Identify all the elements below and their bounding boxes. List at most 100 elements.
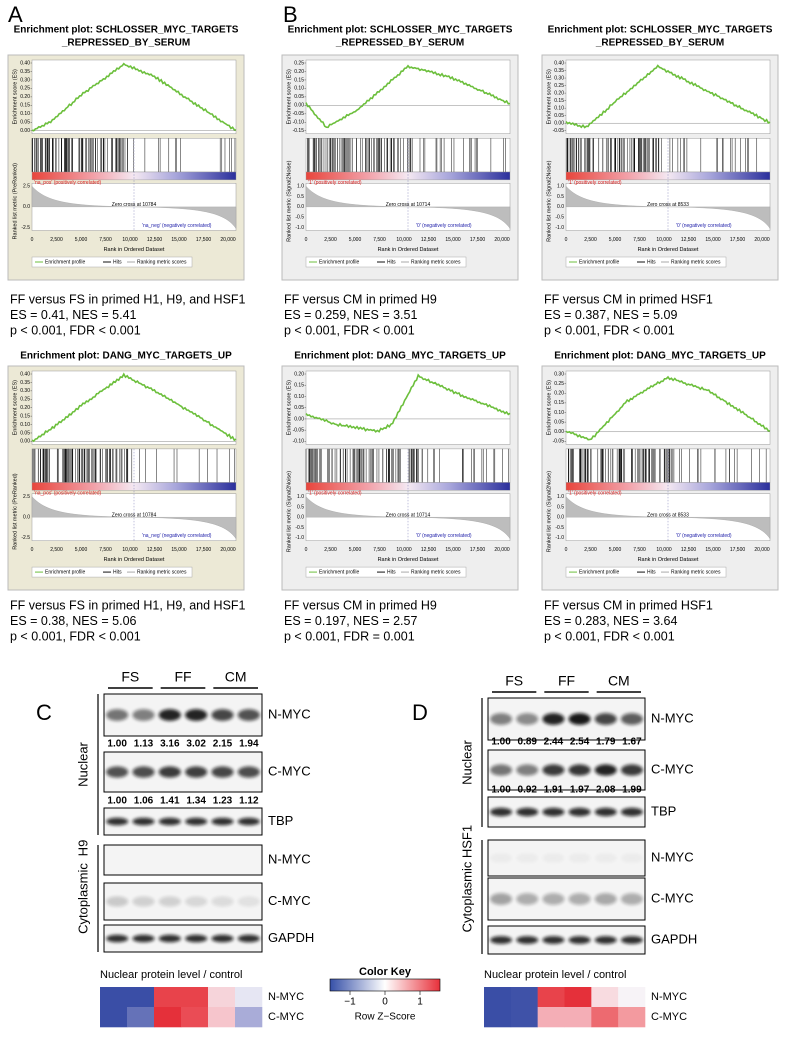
band xyxy=(594,936,617,944)
band xyxy=(211,709,234,721)
es-tick-label: 0.10 xyxy=(554,105,564,111)
x-tick-label: 7,500 xyxy=(373,237,386,243)
es-tick-label: 0.40 xyxy=(554,60,564,66)
es-tick-label: 0.20 xyxy=(294,371,304,377)
neg-label: '0' (negatively correlated) xyxy=(416,223,472,229)
es-tick-label: 0.05 xyxy=(554,113,564,119)
caption-line: FF versus CM in primed H9 xyxy=(284,598,437,612)
quantification: 1.99 xyxy=(622,785,642,796)
protein-label: N-MYC xyxy=(651,849,694,864)
es-tick-label: 0.40 xyxy=(20,371,30,377)
band xyxy=(106,766,129,778)
section-label: Nuclear xyxy=(459,739,474,784)
band xyxy=(490,764,513,776)
section-label: Nuclear xyxy=(75,741,90,786)
es-tick-label: 0.30 xyxy=(554,371,564,377)
quantification: 1.34 xyxy=(186,796,206,807)
quantification: 2.15 xyxy=(213,739,233,750)
legend-label: Enrichment profile xyxy=(45,259,86,265)
heatmap-row-label: C-MYC xyxy=(268,1011,304,1023)
band xyxy=(132,896,155,907)
band xyxy=(132,817,155,826)
caption-line: FF versus FS in primed H1, H9, and HSF1 xyxy=(10,598,246,612)
group-label: CM xyxy=(225,669,247,685)
x-tick-label: 2,500 xyxy=(50,237,63,243)
es-tick-label: 0.15 xyxy=(294,77,304,83)
legend-box xyxy=(31,256,193,268)
plot-title: Enrichment plot: SCHLOSSER_MYC_TARGETS xyxy=(548,25,773,36)
pos-label: '1' (positively correlated) xyxy=(308,180,362,186)
blot-panel xyxy=(487,925,646,955)
pos-label: '1' (positively correlated) xyxy=(308,491,362,497)
cell-line-label: H9 xyxy=(75,840,90,857)
es-tick-label: -0.05 xyxy=(553,439,565,445)
metric-tick-label: -2.5 xyxy=(21,535,30,541)
caption-line: ES = 0.197, NES = 2.57 xyxy=(284,614,417,628)
es-axis-label: Enrichment score (ES) xyxy=(546,69,552,124)
heatmap-cell xyxy=(564,987,592,1008)
x-tick-label: 17,500 xyxy=(196,237,212,243)
protein-label: N-MYC xyxy=(268,851,311,866)
caption-line: p < 0.001, FDR < 0.001 xyxy=(284,323,415,337)
color-key-label: Row Z−Score xyxy=(355,1012,416,1023)
plot-title: Enrichment plot: SCHLOSSER_MYC_TARGETS xyxy=(14,25,239,36)
band xyxy=(132,709,155,721)
x-tick-label: 5,000 xyxy=(75,547,88,553)
pos-label: 'na_pos' (positively correlated) xyxy=(34,491,102,497)
x-tick-label: 2,500 xyxy=(50,547,63,553)
caption-line: FF versus CM in primed HSF1 xyxy=(544,598,713,612)
pos-label: '1' (positively correlated) xyxy=(568,491,622,497)
pos-label: 'na_pos' (positively correlated) xyxy=(34,180,102,186)
es-tick-label: -0.05 xyxy=(293,111,305,117)
es-tick-label: 0.25 xyxy=(20,397,30,403)
legend-label: Enrichment profile xyxy=(579,259,620,265)
es-tick-label: 0.25 xyxy=(20,86,30,92)
es-tick-label: 0.30 xyxy=(20,77,30,83)
legend-box xyxy=(305,566,467,578)
es-area xyxy=(565,59,771,134)
es-tick-label: 0.15 xyxy=(20,413,30,419)
band xyxy=(594,893,617,905)
heatmap-cell xyxy=(537,987,565,1008)
caption-line: p < 0.001, FDR < 0.001 xyxy=(10,323,141,337)
hits-area xyxy=(305,448,511,483)
legend-label: Hits xyxy=(647,259,656,265)
blot-panel xyxy=(487,796,646,828)
es-tick-label: 0.05 xyxy=(294,94,304,100)
blot-panel xyxy=(487,839,646,877)
color-key-bar xyxy=(329,978,441,992)
cell-line-label: HSF1 xyxy=(459,825,474,858)
quantification: 3.16 xyxy=(160,739,180,750)
caption-line: ES = 0.38, NES = 5.06 xyxy=(10,614,137,628)
x-tick-label: 0 xyxy=(31,237,34,243)
quantification: 1.23 xyxy=(213,796,233,807)
caption-line: ES = 0.387, NES = 5.09 xyxy=(544,308,677,322)
enrichment-curve xyxy=(305,64,511,129)
x-tick-label: 17,500 xyxy=(730,547,746,553)
protein-label: C-MYC xyxy=(651,890,694,905)
quantification: 0.92 xyxy=(518,785,538,796)
x-tick-label: 15,000 xyxy=(445,547,461,553)
es-tick-label: 0.20 xyxy=(554,391,564,397)
band xyxy=(490,936,513,944)
metric-tick-label: -0.5 xyxy=(555,525,564,531)
group-label: FS xyxy=(121,669,139,685)
heatmap-cell xyxy=(100,1007,128,1028)
band xyxy=(106,896,129,907)
es-tick-label: 0.00 xyxy=(294,103,304,109)
protein-label: N-MYC xyxy=(651,710,694,725)
x-tick-label: 20,000 xyxy=(220,237,236,243)
band xyxy=(158,709,181,721)
legend-label: Ranking metric scores xyxy=(671,259,721,265)
protein-label: C-MYC xyxy=(651,761,694,776)
es-tick-label: 0.05 xyxy=(294,405,304,411)
heatmap-cell xyxy=(591,1007,619,1028)
es-tick-label: 0.10 xyxy=(294,86,304,92)
group-label: CM xyxy=(608,673,630,689)
band xyxy=(568,713,591,725)
x-tick-label: 7,500 xyxy=(373,547,386,553)
band xyxy=(516,936,539,944)
x-tick-label: 5,000 xyxy=(609,547,622,553)
x-tick-label: 10,000 xyxy=(122,547,138,553)
x-tick-label: 15,000 xyxy=(445,237,461,243)
